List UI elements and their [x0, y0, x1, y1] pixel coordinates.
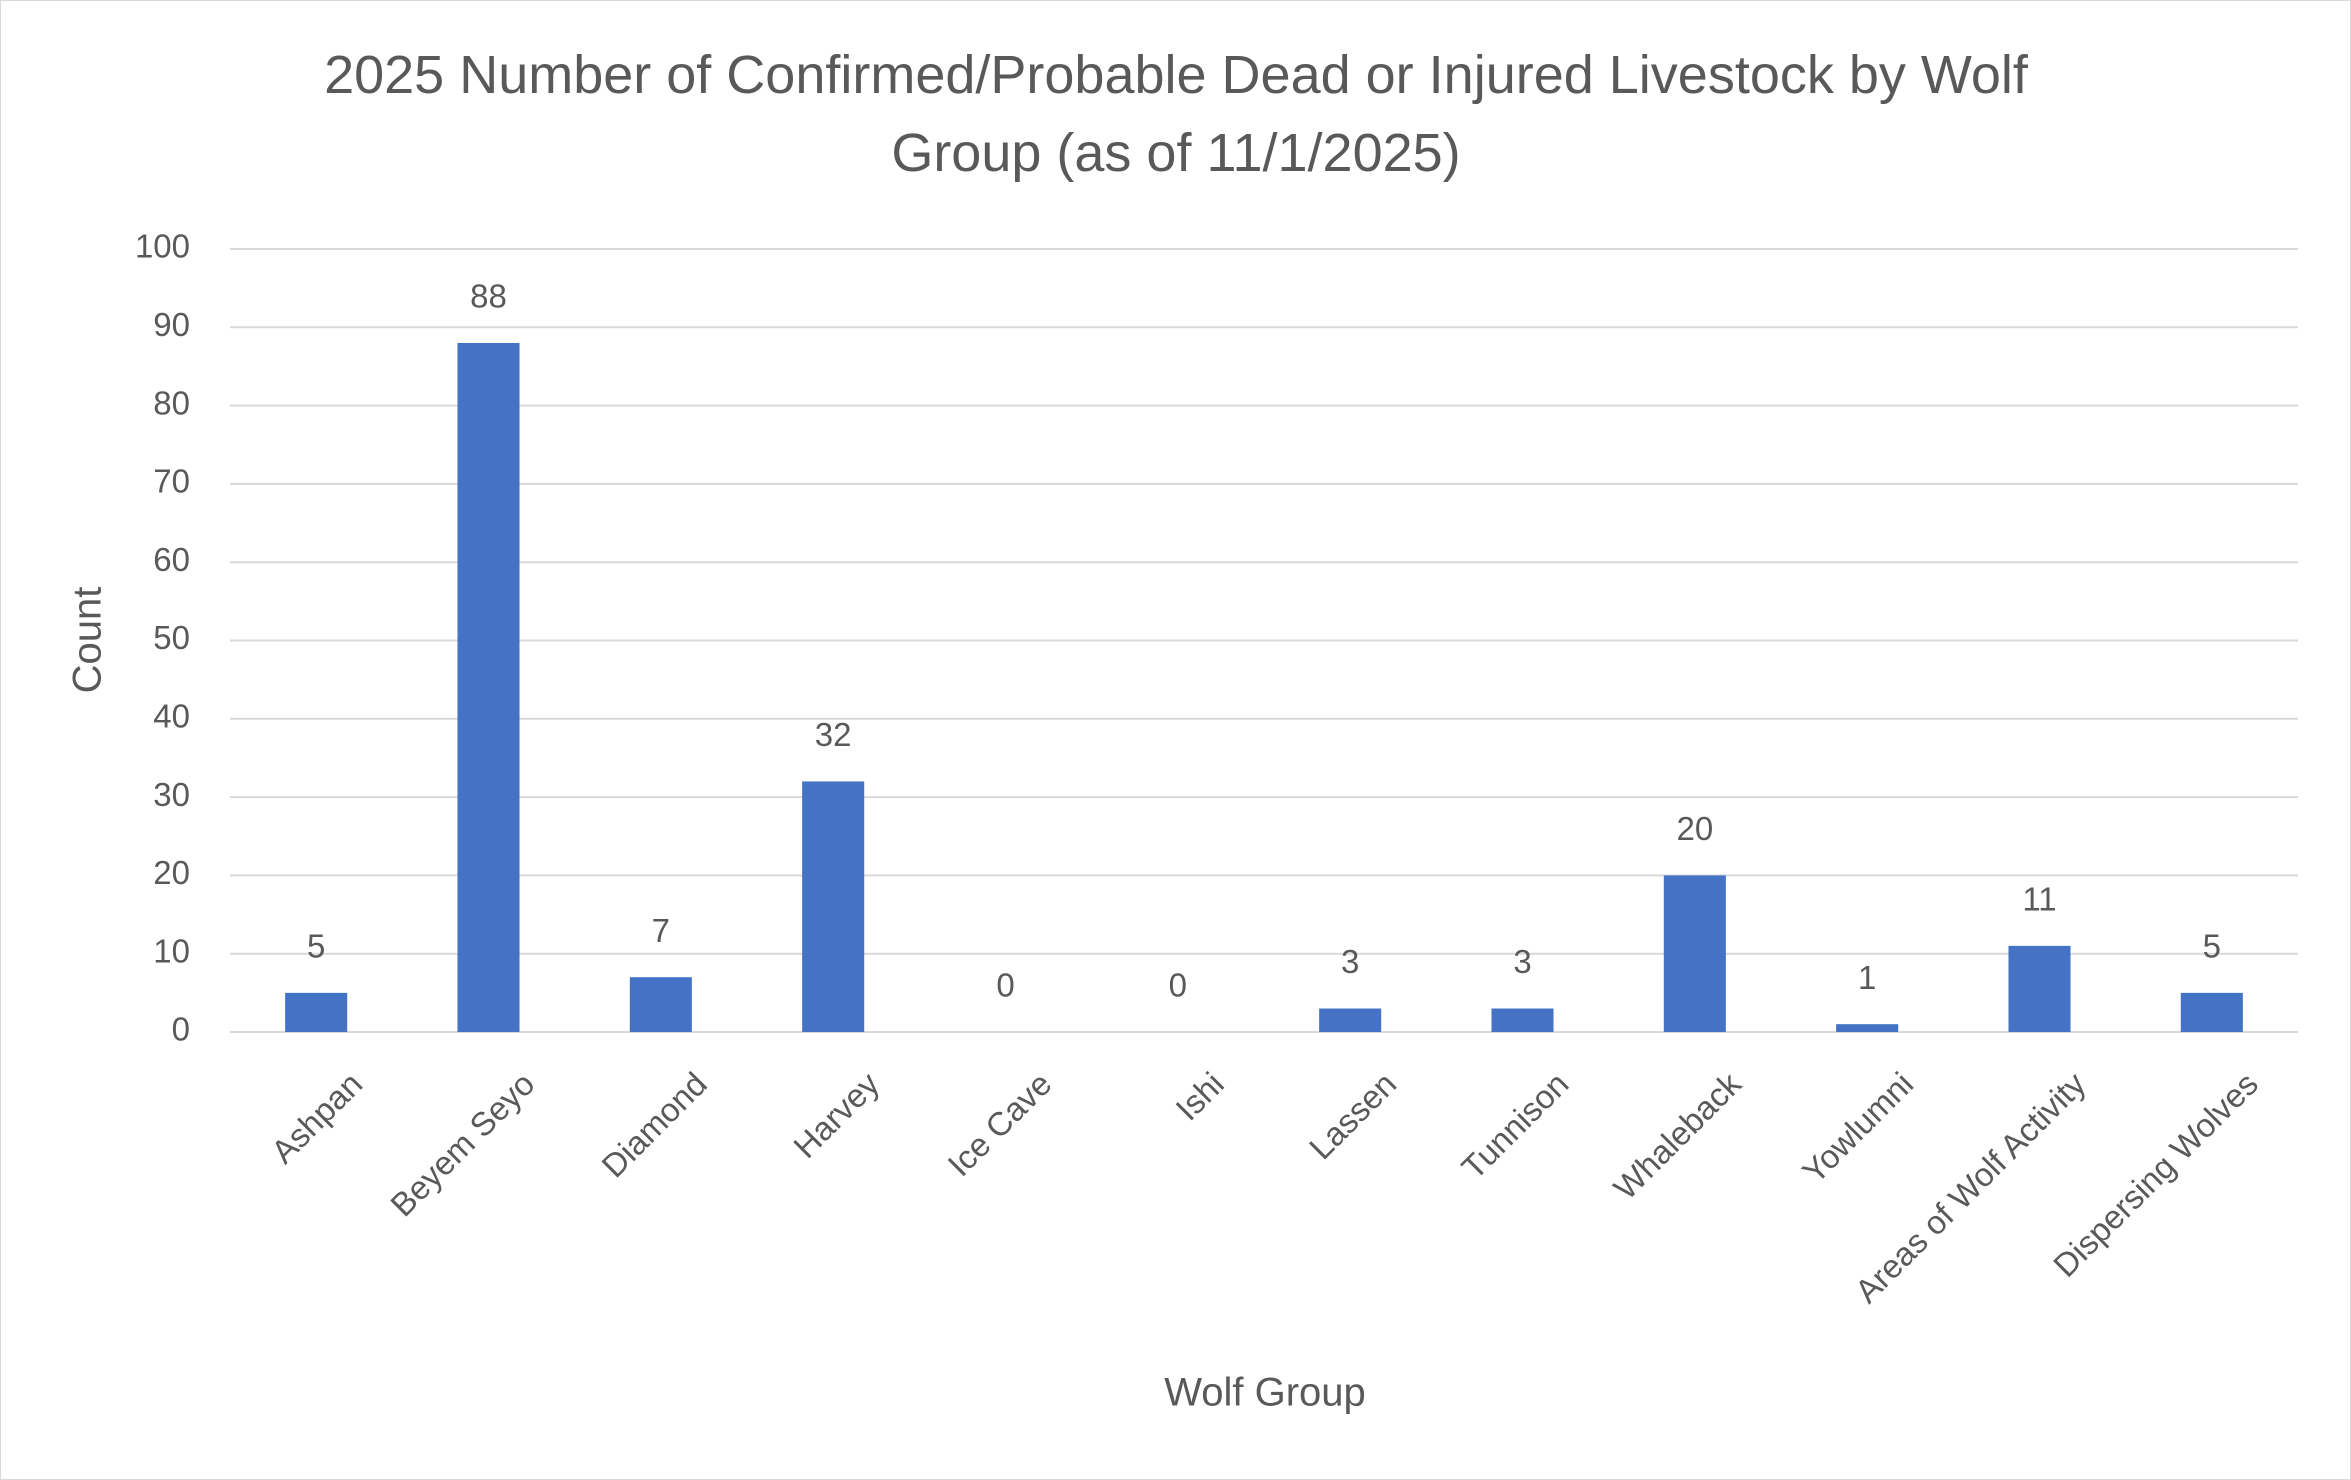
x-axis-title: Wolf Group: [1164, 1371, 1366, 1415]
chart-title: 2025 Number of Confirmed/Probable Dead o…: [324, 45, 2028, 183]
bar: [802, 781, 865, 1032]
y-tick-label: 60: [153, 541, 190, 578]
y-tick-label: 90: [153, 306, 190, 343]
data-label: 7: [652, 912, 670, 949]
bar: [629, 977, 692, 1032]
data-label: 5: [2203, 928, 2221, 965]
data-label: 11: [2022, 881, 2056, 918]
data-label: 88: [470, 278, 507, 315]
x-tick-label: Diamond: [594, 1065, 714, 1185]
data-label: 0: [1169, 967, 1187, 1004]
bar: [1491, 1008, 1554, 1032]
y-tick-label: 30: [153, 776, 190, 813]
data-label: 3: [1341, 943, 1359, 980]
bar: [457, 342, 520, 1033]
x-tick-label: Beyem Seyo: [383, 1065, 541, 1223]
y-tick-label: 50: [153, 619, 190, 656]
data-label: 32: [815, 716, 852, 753]
data-label: 5: [307, 928, 325, 965]
y-tick-label: 0: [172, 1011, 190, 1048]
x-tick-label: Whaleback: [1606, 1065, 1748, 1207]
x-tick-label: Lassen: [1302, 1065, 1403, 1166]
y-tick-label: 10: [153, 932, 190, 969]
bar: [285, 992, 348, 1032]
bar: [1663, 875, 1726, 1032]
x-tick-label: Harvey: [786, 1065, 886, 1165]
y-tick-label: 40: [153, 698, 190, 735]
data-label: 1: [1858, 959, 1876, 996]
bar: [2180, 992, 2243, 1032]
x-tick-label: Ishi: [1168, 1065, 1230, 1127]
x-tick-label: Tunnison: [1454, 1065, 1575, 1186]
data-label: 0: [996, 967, 1014, 1004]
x-tick-label: Ice Cave: [940, 1065, 1058, 1183]
x-tick-label: Yowlumni: [1795, 1065, 1920, 1190]
y-tick-label: 100: [135, 228, 190, 265]
data-label: 3: [1513, 943, 1531, 980]
data-label: 20: [1676, 810, 1713, 847]
y-tick-label: 20: [153, 854, 190, 891]
y-tick-label: 80: [153, 384, 190, 421]
bar: [2008, 945, 2071, 1032]
x-tick-label: Ashpan: [264, 1065, 369, 1170]
y-tick-label: 70: [153, 463, 190, 500]
bar: [1836, 1024, 1899, 1032]
y-axis-title: Count: [66, 587, 110, 694]
bar: [1319, 1008, 1382, 1032]
